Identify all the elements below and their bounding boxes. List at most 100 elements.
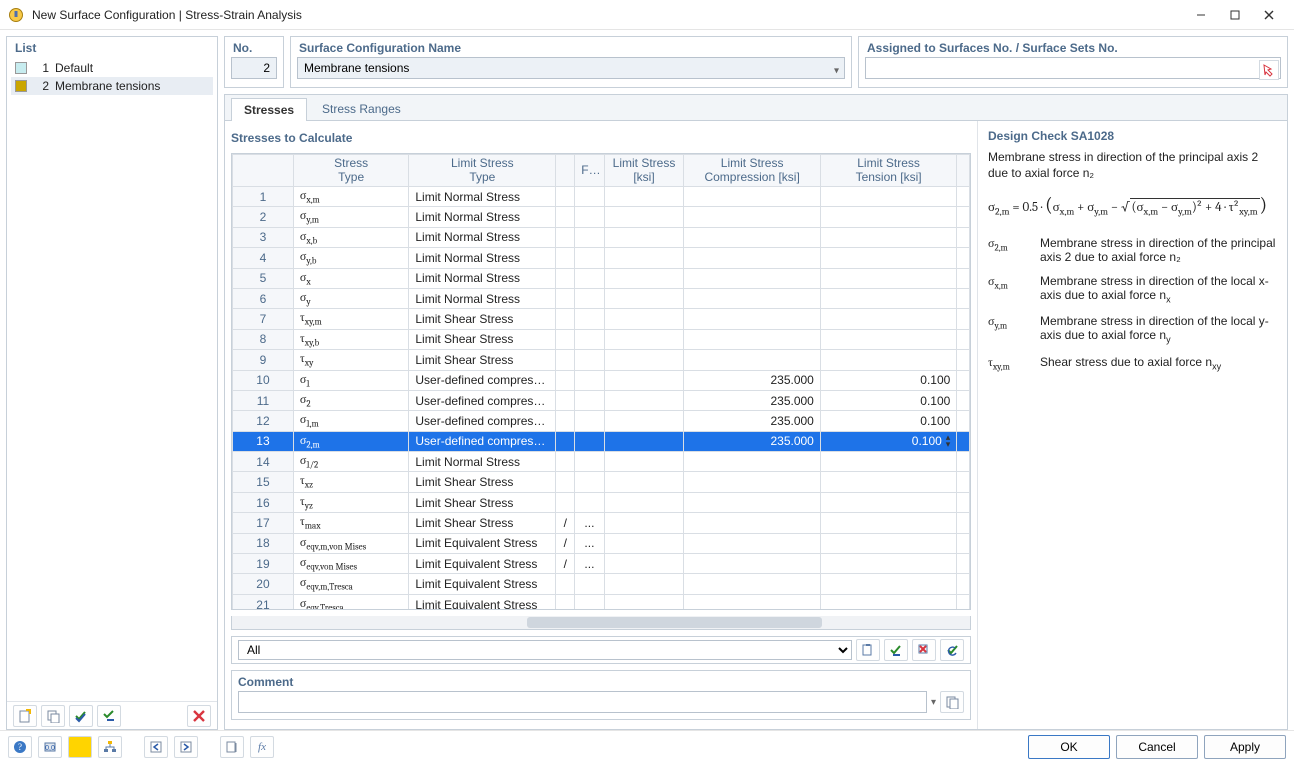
stress-type-cell[interactable]: σ2 <box>293 390 408 410</box>
factor-cell[interactable]: ... <box>575 533 604 553</box>
stress-type-cell[interactable]: σ1/2 <box>293 452 408 472</box>
limit-ksi-cell[interactable] <box>604 390 684 410</box>
minimize-button[interactable] <box>1184 3 1218 27</box>
stress-type-cell[interactable]: σ1,m <box>293 411 408 431</box>
slash-cell[interactable] <box>556 492 575 512</box>
limit-type-cell[interactable]: Limit Equivalent Stress <box>409 533 556 553</box>
limit-type-cell[interactable]: User-defined compressi... <box>409 370 556 390</box>
limit-ksi-cell[interactable] <box>604 431 684 451</box>
limit-comp-cell[interactable]: 235.000 <box>684 431 820 451</box>
slash-cell[interactable] <box>556 248 575 268</box>
cancel-button[interactable]: Cancel <box>1116 735 1198 759</box>
table-row[interactable]: 7τxy,mLimit Shear Stress <box>233 309 970 329</box>
table-row[interactable]: 2σy,mLimit Normal Stress <box>233 207 970 227</box>
limit-ten-cell[interactable] <box>820 594 956 609</box>
limit-ksi-cell[interactable] <box>604 329 684 349</box>
limit-ksi-cell[interactable] <box>604 574 684 594</box>
table-row[interactable]: 1σx,mLimit Normal Stress <box>233 187 970 207</box>
select-all-button[interactable] <box>884 639 908 661</box>
limit-type-cell[interactable]: Limit Shear Stress <box>409 309 556 329</box>
stress-type-cell[interactable]: τmax <box>293 513 408 533</box>
assign-field[interactable] <box>865 57 1281 79</box>
limit-comp-cell[interactable] <box>684 594 820 609</box>
stress-type-cell[interactable]: σ2,m <box>293 431 408 451</box>
stress-type-cell[interactable]: σeqv,m,Tresca <box>293 574 408 594</box>
factor-cell[interactable] <box>575 492 604 512</box>
stress-type-cell[interactable]: σeqv,m,von Mises <box>293 533 408 553</box>
limit-type-cell[interactable]: Limit Normal Stress <box>409 187 556 207</box>
stress-type-cell[interactable]: σy,b <box>293 248 408 268</box>
limit-ten-cell[interactable] <box>820 574 956 594</box>
factor-cell[interactable] <box>575 227 604 247</box>
table-row[interactable]: 15τxzLimit Shear Stress <box>233 472 970 492</box>
close-button[interactable] <box>1252 3 1286 27</box>
limit-ten-cell[interactable] <box>820 452 956 472</box>
limit-type-cell[interactable]: Limit Shear Stress <box>409 513 556 533</box>
table-row[interactable]: 8τxy,bLimit Shear Stress <box>233 329 970 349</box>
limit-type-cell[interactable]: Limit Equivalent Stress <box>409 554 556 574</box>
limit-ksi-cell[interactable] <box>604 248 684 268</box>
stress-type-cell[interactable]: σx <box>293 268 408 288</box>
comment-library-button[interactable] <box>940 691 964 713</box>
slash-cell[interactable] <box>556 594 575 609</box>
help-button[interactable]: ? <box>8 736 32 758</box>
table-row[interactable]: 18σeqv,m,von MisesLimit Equivalent Stres… <box>233 533 970 553</box>
table-row[interactable]: 10σ1User-defined compressi...235.0000.10… <box>233 370 970 390</box>
delete-item-button[interactable] <box>187 705 211 727</box>
limit-comp-cell[interactable] <box>684 574 820 594</box>
limit-ten-cell[interactable]: 0.100 <box>820 370 956 390</box>
limit-ksi-cell[interactable] <box>604 513 684 533</box>
col-factor[interactable]: Fac <box>575 155 604 187</box>
stress-type-cell[interactable]: σy <box>293 288 408 308</box>
stresses-table[interactable]: Stress Type Limit Stress Type Fac Limit … <box>232 154 970 609</box>
table-row[interactable]: 13σ2,mUser-defined compressi...235.0000.… <box>233 431 970 451</box>
limit-comp-cell[interactable]: 235.000 <box>684 370 820 390</box>
limit-ten-cell[interactable] <box>820 472 956 492</box>
col-limit-comp[interactable]: Limit Stress Compression [ksi] <box>684 155 820 187</box>
col-limit-ksi[interactable]: Limit Stress [ksi] <box>604 155 684 187</box>
limit-ten-cell[interactable] <box>820 268 956 288</box>
stress-type-cell[interactable]: σx,m <box>293 187 408 207</box>
limit-ten-cell[interactable] <box>820 492 956 512</box>
slash-cell[interactable] <box>556 309 575 329</box>
limit-ten-cell[interactable] <box>820 533 956 553</box>
limit-type-cell[interactable]: Limit Equivalent Stress <box>409 594 556 609</box>
check-all-button[interactable] <box>69 705 93 727</box>
limit-ten-cell[interactable]: 0.100▴▾ <box>820 431 956 451</box>
limit-type-cell[interactable]: Limit Normal Stress <box>409 288 556 308</box>
limit-comp-cell[interactable] <box>684 533 820 553</box>
col-tail[interactable] <box>957 155 970 187</box>
limit-ksi-cell[interactable] <box>604 268 684 288</box>
table-row[interactable]: 19σeqv,von MisesLimit Equivalent Stress/… <box>233 554 970 574</box>
table-h-scrollbar[interactable] <box>231 616 971 630</box>
name-field[interactable] <box>297 57 845 79</box>
limit-ksi-cell[interactable] <box>604 452 684 472</box>
slash-cell[interactable] <box>556 390 575 410</box>
factor-cell[interactable] <box>575 329 604 349</box>
slash-cell[interactable] <box>556 288 575 308</box>
slash-cell[interactable] <box>556 452 575 472</box>
limit-comp-cell[interactable] <box>684 554 820 574</box>
factor-cell[interactable] <box>575 288 604 308</box>
table-row[interactable]: 9τxyLimit Shear Stress <box>233 350 970 370</box>
limit-ksi-cell[interactable] <box>604 207 684 227</box>
factor-cell[interactable]: ... <box>575 554 604 574</box>
maximize-button[interactable] <box>1218 3 1252 27</box>
limit-ksi-cell[interactable] <box>604 594 684 609</box>
slash-cell[interactable] <box>556 574 575 594</box>
limit-ksi-cell[interactable] <box>604 554 684 574</box>
stress-type-cell[interactable]: σx,b <box>293 227 408 247</box>
stress-type-cell[interactable]: τxy,b <box>293 329 408 349</box>
slash-cell[interactable]: / <box>556 533 575 553</box>
table-row[interactable]: 16τyzLimit Shear Stress <box>233 492 970 512</box>
slash-cell[interactable] <box>556 411 575 431</box>
stress-type-cell[interactable]: σeqv,Tresca <box>293 594 408 609</box>
no-field[interactable] <box>231 57 277 79</box>
limit-comp-cell[interactable] <box>684 513 820 533</box>
col-rownum[interactable] <box>233 155 294 187</box>
factor-cell[interactable] <box>575 248 604 268</box>
limit-ten-cell[interactable] <box>820 329 956 349</box>
table-row[interactable]: 20σeqv,m,TrescaLimit Equivalent Stress <box>233 574 970 594</box>
limit-ten-cell[interactable] <box>820 350 956 370</box>
limit-type-cell[interactable]: User-defined compressi... <box>409 431 556 451</box>
